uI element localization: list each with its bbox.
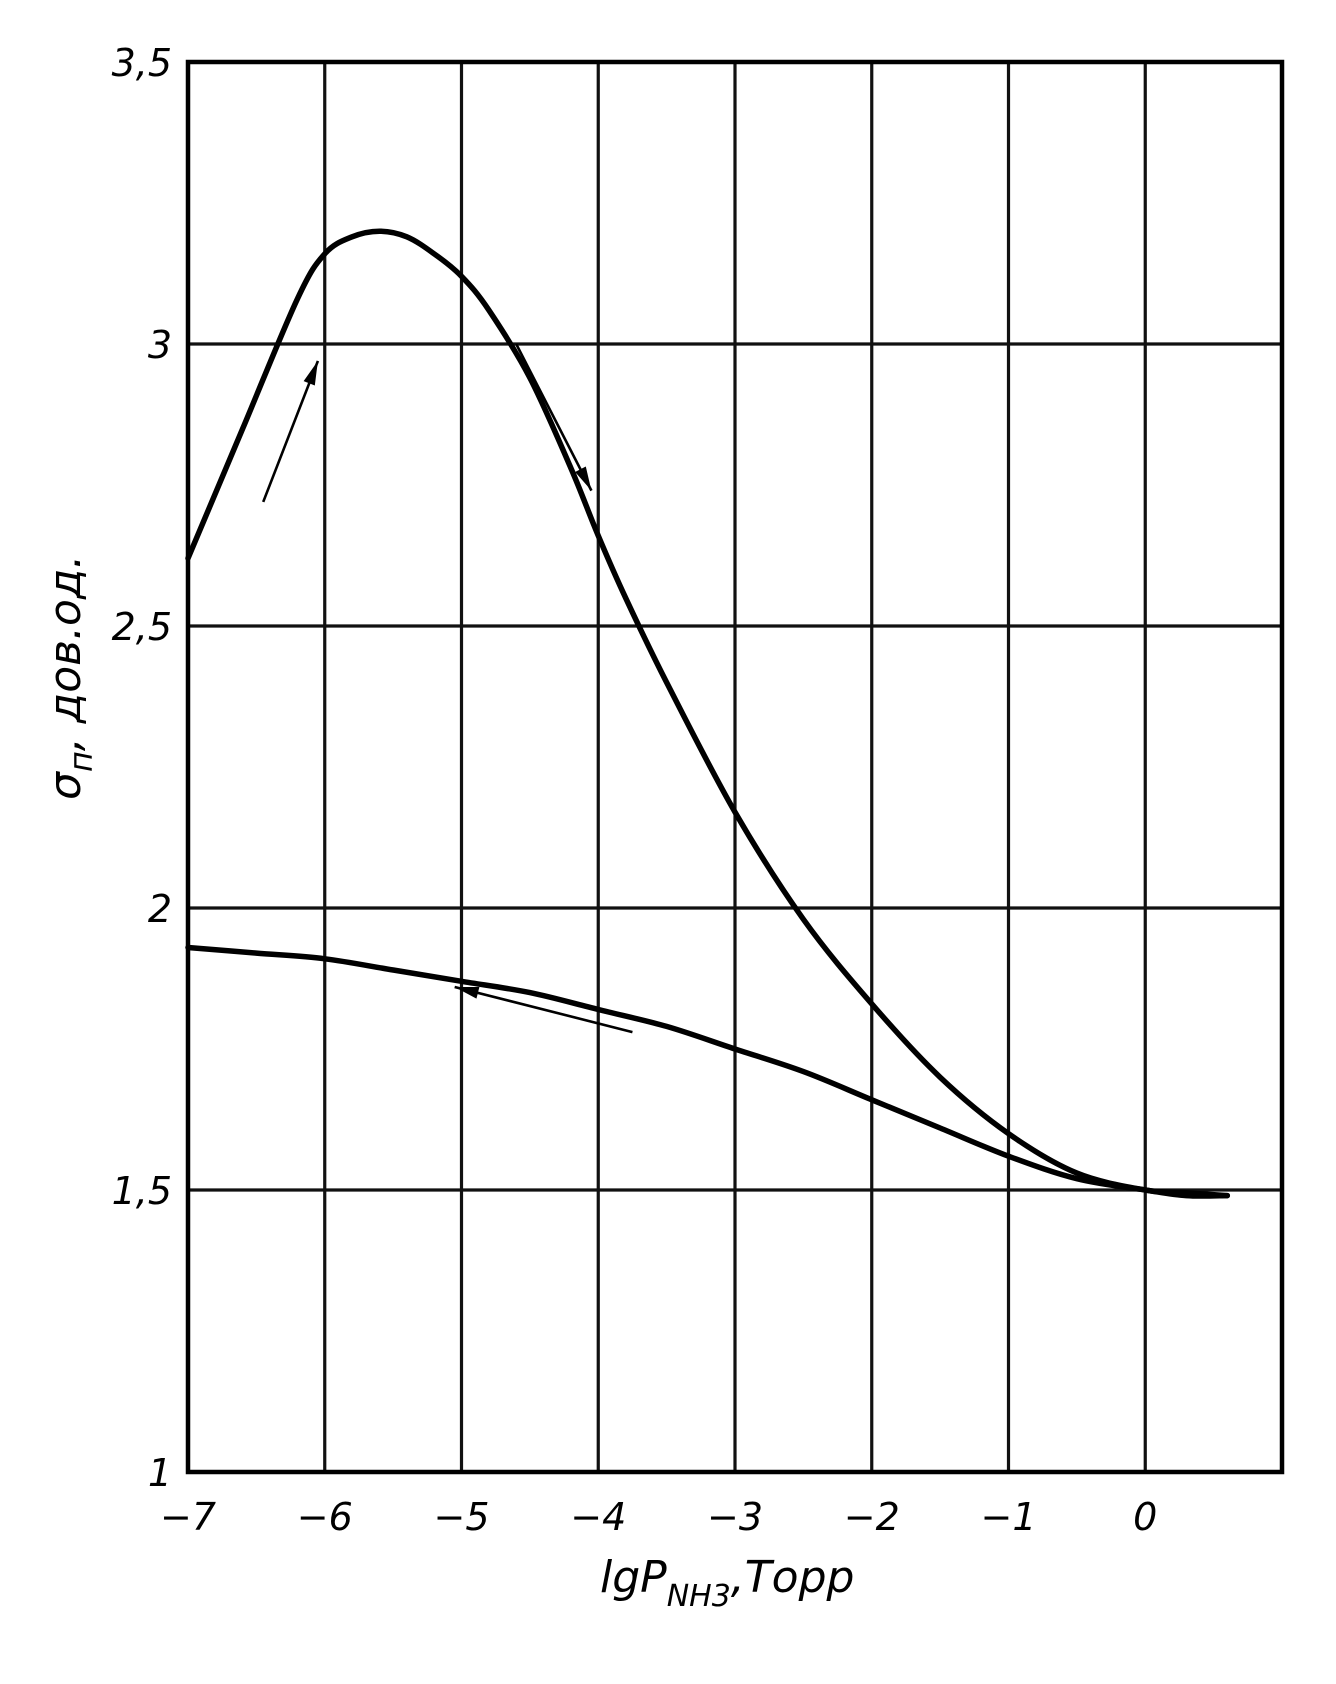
- x-tick-label: −2: [844, 1495, 900, 1539]
- arrow-head: [303, 360, 318, 386]
- arrow-shaft: [262, 360, 320, 503]
- y-tick-label: 1: [148, 1451, 172, 1495]
- x-axis-label: lgPNH3,Торр: [600, 1552, 854, 1614]
- direction-arrows: [262, 343, 633, 1034]
- arrow-left: [454, 985, 633, 1034]
- x-axis-label-main: lgP: [600, 1552, 667, 1603]
- x-tick-label: −4: [570, 1495, 626, 1539]
- y-tick-label: 1,5: [112, 1169, 172, 1213]
- y-tick-label: 3,5: [112, 41, 172, 85]
- arrow-head: [454, 986, 480, 999]
- tick-labels: −7 −6 −5 −4 −3 −2 −1 0 1 1,5 2 2,5 3 3,5: [112, 41, 1158, 1539]
- y-axis-label-main: σ: [40, 771, 91, 800]
- y-tick-label: 2,5: [112, 605, 172, 649]
- plot-frame: [185, 59, 1285, 1475]
- x-tick-label: −6: [297, 1495, 353, 1539]
- x-tick-label: −7: [160, 1495, 216, 1539]
- x-axis-label-tail: ,Торр: [731, 1552, 855, 1603]
- curves: [185, 228, 1231, 1199]
- series-line-increasing: [185, 228, 1231, 1199]
- y-tick-label: 2: [148, 887, 172, 931]
- series-line-decreasing: [185, 944, 1231, 1199]
- arrow-shaft: [454, 985, 633, 1034]
- x-axis-label-sub: NH3: [667, 1579, 731, 1614]
- x-tick-label: 0: [1133, 1495, 1157, 1539]
- y-tick-label: 3: [148, 323, 172, 367]
- y-axis-label-tail: , дов.од.: [40, 555, 91, 752]
- x-tick-label: −3: [707, 1495, 763, 1539]
- arrow-down-right: [515, 343, 593, 492]
- x-tick-label: −1: [980, 1495, 1036, 1539]
- arrow-up-right: [262, 360, 320, 503]
- x-tick-label: −5: [433, 1495, 489, 1539]
- arrow-shaft: [515, 343, 593, 492]
- y-axis-label: σп, дов.од.: [40, 555, 100, 800]
- arrow-head: [575, 466, 592, 491]
- grid: [185, 59, 1285, 1475]
- y-axis-label-sub: п: [62, 751, 100, 772]
